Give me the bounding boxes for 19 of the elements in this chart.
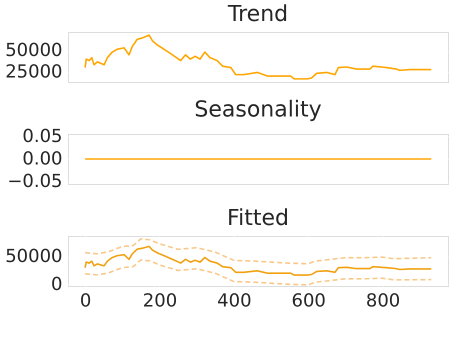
x-tick-label: 600 bbox=[292, 290, 326, 312]
line-series bbox=[84, 246, 432, 276]
y-tick-label: 0.05 bbox=[22, 126, 62, 147]
chart-title: Seasonality bbox=[194, 97, 322, 122]
y-tick-label: 0 bbox=[51, 274, 62, 295]
x-tick-label: 200 bbox=[142, 290, 178, 312]
line-series bbox=[84, 259, 432, 286]
y-tick-label: −0.05 bbox=[7, 171, 62, 192]
y-tick-label: 0.00 bbox=[22, 148, 62, 170]
x-tick-label: 800 bbox=[366, 290, 400, 312]
line-series bbox=[84, 238, 432, 265]
y-tick-label: 25000 bbox=[5, 61, 62, 82]
y-tick-label: 50000 bbox=[5, 246, 62, 268]
line-series bbox=[84, 34, 432, 80]
chart-title: Fitted bbox=[227, 206, 289, 231]
x-tick-label: 400 bbox=[217, 290, 252, 312]
x-tick-label: 0 bbox=[80, 290, 92, 312]
y-tick-label: 50000 bbox=[5, 40, 62, 62]
chart-title: Trend bbox=[226, 2, 288, 27]
